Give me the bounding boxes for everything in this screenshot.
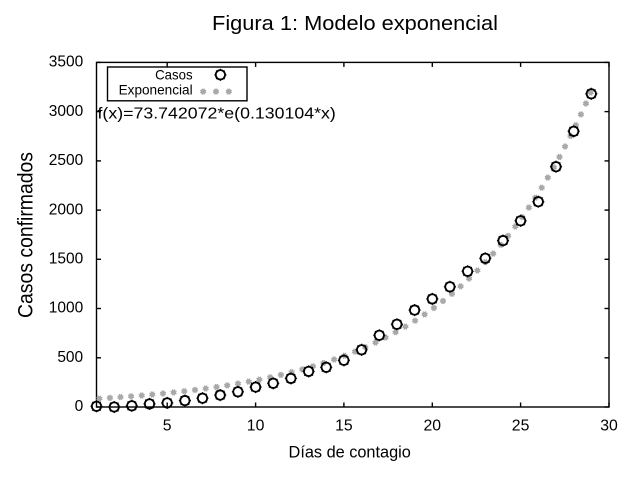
svg-text:30: 30 — [600, 417, 618, 434]
svg-text:Casos: Casos — [155, 66, 193, 82]
svg-text:3500: 3500 — [49, 54, 84, 71]
svg-text:3000: 3000 — [49, 103, 84, 120]
svg-text:Exponencial: Exponencial — [119, 82, 193, 98]
svg-text:Días de contagio: Días de contagio — [289, 443, 411, 461]
svg-text:1500: 1500 — [49, 251, 84, 268]
svg-text:Figura 1: Modelo exponencial: Figura 1: Modelo exponencial — [212, 13, 498, 35]
svg-text:5: 5 — [163, 417, 172, 434]
svg-text:Casos confirmados: Casos confirmados — [14, 152, 38, 318]
svg-text:2000: 2000 — [49, 201, 84, 218]
svg-text:0: 0 — [75, 398, 84, 415]
svg-text:20: 20 — [424, 417, 442, 434]
svg-text:15: 15 — [335, 417, 353, 434]
svg-text:1000: 1000 — [49, 300, 84, 317]
svg-text:500: 500 — [57, 349, 83, 366]
svg-text:f(x)=73.742072*e(0.130104*x): f(x)=73.742072*e(0.130104*x) — [98, 106, 336, 123]
svg-text:25: 25 — [512, 417, 530, 434]
svg-text:2500: 2500 — [49, 152, 84, 169]
svg-text:10: 10 — [247, 417, 265, 434]
